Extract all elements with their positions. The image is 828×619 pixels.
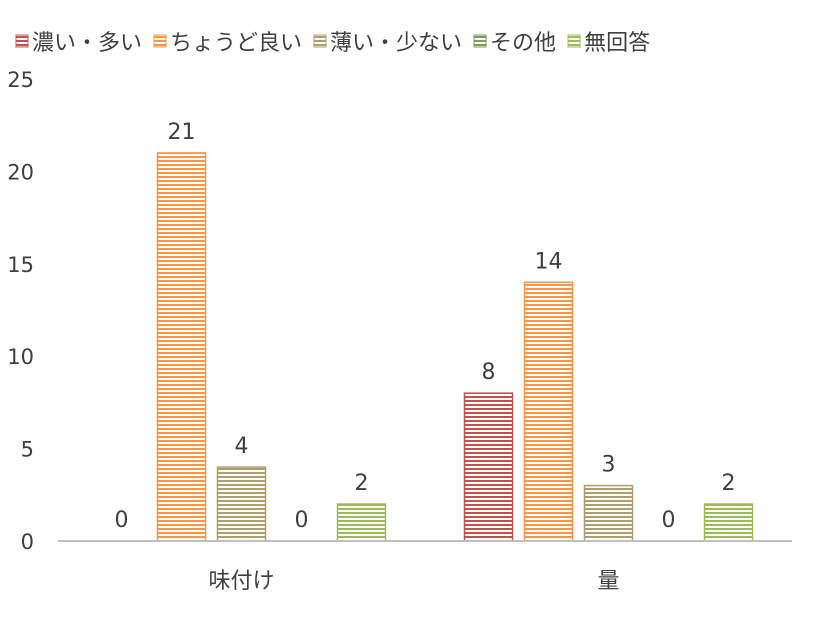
bar [156,152,207,542]
bar [523,281,574,542]
legend-swatch [313,34,327,48]
legend-swatch [153,34,167,48]
legend-swatch [473,34,487,48]
data-label: 21 [168,120,196,145]
y-tick-label: 10 [7,345,34,369]
legend-item: 薄い・少ない [313,31,462,56]
y-tick-label: 25 [7,68,34,92]
legend: 濃い・多い ちょうど良い 薄い・少ない その他 無回答 [15,31,650,56]
legend-swatch [15,34,29,48]
data-label: 2 [355,471,369,496]
legend-item: ちょうど良い [153,31,302,56]
category-label: 量 [597,569,619,594]
legend-item: 濃い・多い [15,31,142,56]
legend-label: 薄い・少ない [330,31,462,56]
data-label: 0 [115,508,129,533]
legend-label: 濃い・多い [32,31,142,56]
bar [703,503,754,542]
bar [583,484,634,542]
bars [156,152,754,542]
bar [336,503,387,542]
legend-item: その他 [473,31,556,56]
data-label: 14 [535,249,563,274]
y-tick-label: 20 [7,160,34,184]
legend-label: 無回答 [584,31,650,56]
legend-swatch [567,34,581,48]
data-label: 2 [722,471,736,496]
category-label: 味付け [208,569,274,594]
x-axis: 味付け 量 [208,569,619,594]
y-axis: 0 5 10 15 20 25 [7,68,34,554]
y-tick-label: 0 [21,530,34,554]
data-label: 0 [295,508,309,533]
y-tick-label: 15 [7,253,34,277]
legend-label: ちょうど良い [170,31,302,56]
data-label: 0 [662,508,676,533]
bar [216,466,267,542]
bar [463,392,514,542]
legend-label: その他 [490,31,556,56]
data-label: 4 [235,434,249,459]
data-labels: 0 21 4 0 2 8 14 3 0 2 [115,120,736,533]
data-label: 8 [482,360,496,385]
data-label: 3 [602,453,616,478]
legend-item: 無回答 [567,31,650,56]
y-tick-label: 5 [21,438,34,462]
